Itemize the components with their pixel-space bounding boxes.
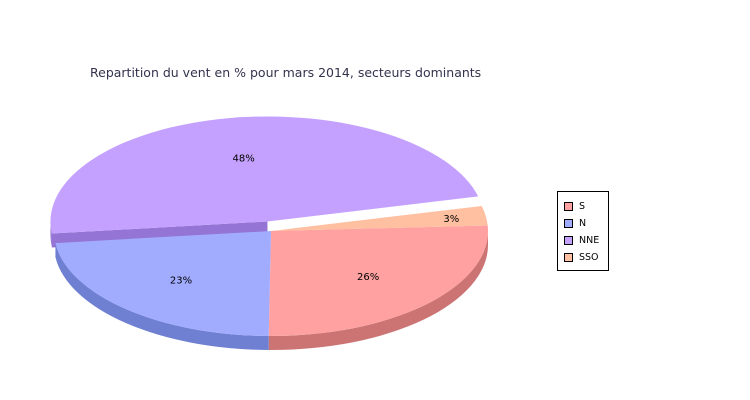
legend-swatch [564, 218, 573, 228]
pie-slice-s [268, 225, 488, 336]
legend-label: S [579, 200, 586, 212]
legend-label: SSO [579, 251, 599, 263]
legend-item-sso: SSO [564, 250, 599, 264]
slice-label-s: 26% [357, 272, 379, 283]
slice-side-s [268, 231, 488, 350]
legend-label: N [579, 217, 587, 229]
legend-swatch [564, 235, 573, 245]
legend-item-s: S [564, 199, 585, 213]
slice-side-nne [50, 221, 52, 248]
chart-legend: S N NNE SSO [557, 191, 609, 271]
slice-label-n: 23% [170, 275, 192, 286]
pie-slice-sso [271, 205, 488, 231]
slice-label-sso: 3% [443, 214, 459, 225]
legend-item-nne: NNE [564, 233, 599, 247]
legend-label: NNE [579, 234, 600, 246]
legend-swatch [564, 252, 573, 262]
pie-slice-n [55, 231, 271, 336]
legend-swatch [564, 201, 573, 211]
legend-item-n: N [564, 216, 586, 230]
chart-title: Repartition du vent en % pour mars 2014,… [90, 65, 481, 80]
pie-slice-nne [50, 116, 479, 234]
pie-group: 26% 23% 48% 3% [50, 116, 488, 350]
slice-side-n [55, 243, 269, 350]
slice-label-nne: 48% [233, 153, 255, 164]
